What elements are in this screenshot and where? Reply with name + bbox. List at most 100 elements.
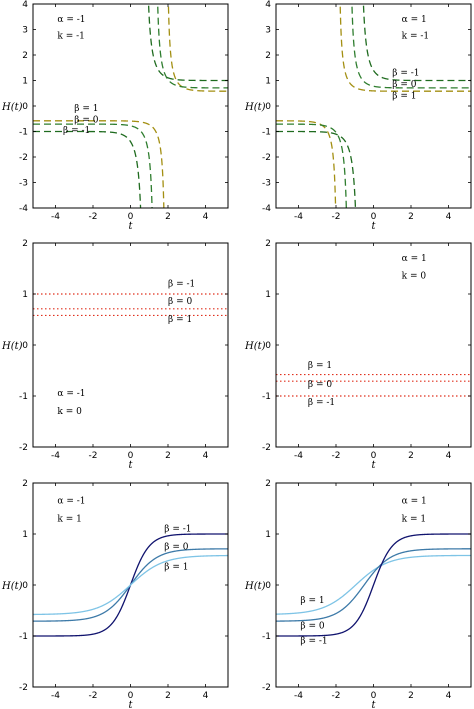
plot-frame	[275, 242, 472, 448]
chart-panel-6: -4 -2 0 2 4 -2 -1 0 1 2 t H(t) α = 1 k = 1 β = 1 β = 0 β…	[244, 479, 472, 709]
x-tick-label: -2	[332, 691, 341, 701]
x-axis-label: t	[128, 700, 133, 709]
annotation-label: α = -1	[57, 15, 85, 25]
series-group	[276, 373, 471, 397]
y-axis-label: H(t)	[1, 581, 23, 592]
y-tick-label: 2	[265, 479, 271, 489]
x-tick-label: -2	[89, 212, 98, 222]
series-line-3	[276, 533, 471, 637]
annotation-label: β = -1	[164, 524, 191, 534]
y-tick-label: -2	[262, 683, 271, 693]
y-tick-label: 1	[265, 77, 271, 87]
series-line-2	[276, 548, 471, 622]
x-tick-label: -4	[294, 451, 303, 461]
series-line-1	[276, 554, 471, 615]
y-tick-label: -1	[19, 128, 28, 138]
y-tick-label: 1	[265, 290, 271, 300]
y-tick-label: 3	[265, 26, 271, 36]
plot-frame	[275, 3, 472, 209]
x-tick-label: -4	[51, 451, 60, 461]
y-axis-label: H(t)	[244, 102, 266, 113]
series-group	[33, 533, 228, 637]
x-tick-label: 0	[371, 451, 377, 461]
chart-panel-2: -4 -2 0 2 4 -4 -3 -2 -1 0 1 2 3 4 t H(t) α = 1 k = -1 β = …	[244, 0, 472, 232]
y-tick-label: 2	[265, 51, 271, 61]
x-tick-label: -4	[294, 691, 303, 701]
y-axis-label: H(t)	[1, 341, 23, 352]
annotation-label: β = -1	[63, 126, 90, 136]
x-axis-label: t	[371, 221, 376, 232]
x-tick-label: 4	[446, 212, 452, 222]
x-tick-label: -2	[332, 451, 341, 461]
y-tick-label: -2	[19, 443, 28, 453]
series-line-2	[276, 4, 471, 208]
x-tick-label: 2	[165, 691, 171, 701]
x-axis-label: t	[371, 460, 376, 471]
y-tick-label: -2	[262, 153, 271, 163]
y-tick-label: -1	[262, 128, 271, 138]
series-line-1	[33, 4, 228, 208]
x-axis-label: t	[128, 460, 133, 471]
y-tick-label: 0	[22, 341, 28, 351]
y-tick-label: -2	[262, 443, 271, 453]
annotation-label: k = -1	[402, 31, 429, 41]
x-axis-label: t	[371, 700, 376, 709]
x-tick-label: 0	[128, 451, 134, 461]
x-tick-label: 0	[371, 691, 377, 701]
y-tick-label: -3	[19, 179, 28, 189]
annotation-label: α = -1	[57, 389, 85, 399]
x-tick-label: -4	[51, 691, 60, 701]
y-tick-label: 0	[265, 581, 271, 591]
x-axis-label: t	[128, 221, 133, 232]
x-tick-label: 4	[203, 691, 209, 701]
y-axis-label: H(t)	[244, 341, 266, 352]
series-line-3	[33, 554, 228, 616]
y-tick-label: -2	[19, 153, 28, 163]
annotation-label: k = 0	[402, 272, 427, 282]
annotation-label: β = 0	[164, 542, 188, 552]
y-tick-label: 2	[22, 479, 28, 489]
y-tick-label: 2	[22, 51, 28, 61]
x-tick-label: -4	[51, 212, 60, 222]
y-tick-label: 2	[265, 239, 271, 249]
y-tick-label: 4	[265, 0, 271, 10]
y-axis-label: H(t)	[1, 102, 23, 113]
x-tick-label: 4	[203, 212, 209, 222]
y-tick-label: -3	[262, 179, 271, 189]
x-tick-label: -4	[294, 212, 303, 222]
x-tick-label: 2	[165, 212, 171, 222]
y-tick-label: -4	[19, 204, 28, 214]
x-tick-label: -2	[89, 451, 98, 461]
x-tick-label: 0	[371, 212, 377, 222]
annotation-label: α = 1	[402, 254, 427, 264]
y-tick-label: 3	[22, 26, 28, 36]
x-tick-label: 4	[203, 451, 209, 461]
y-tick-label: 0	[22, 581, 28, 591]
annotation-label: k = 1	[402, 514, 426, 524]
annotation-label: β = -1	[308, 398, 335, 408]
annotation-label: β = -1	[168, 279, 195, 289]
x-tick-label: 4	[446, 451, 452, 461]
annotation-label: β = 1	[392, 91, 416, 101]
y-tick-label: -1	[19, 632, 28, 642]
y-axis-label: H(t)	[244, 581, 266, 592]
annotation-label: α = -1	[57, 496, 85, 506]
series-group	[276, 533, 471, 637]
annotation-label: α = 1	[402, 496, 427, 506]
x-tick-label: 4	[446, 691, 452, 701]
x-tick-label: -2	[332, 212, 341, 222]
annotation-label: β = 0	[168, 297, 192, 307]
annotation-label: β = 1	[308, 361, 332, 371]
annotation-label: β = 1	[168, 315, 192, 325]
x-tick-label: 2	[408, 691, 414, 701]
annotation-label: β = 1	[74, 104, 98, 114]
annotation-label: β = 1	[164, 563, 188, 573]
chart-panel-4: -4 -2 0 2 4 -2 -1 0 1 2 t H(t) α = 1 k = 0 β = 1 β = 0 β…	[244, 239, 472, 471]
series-line-2	[33, 4, 228, 208]
series-line-3	[276, 4, 471, 208]
x-tick-label: -2	[89, 691, 98, 701]
annotation-label: β = 0	[308, 380, 332, 390]
y-tick-label: -1	[262, 632, 271, 642]
x-tick-label: 0	[128, 212, 134, 222]
x-tick-label: 0	[128, 691, 134, 701]
